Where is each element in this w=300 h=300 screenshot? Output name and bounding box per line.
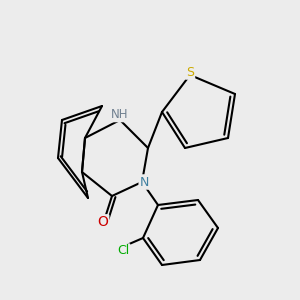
Text: S: S <box>186 65 194 79</box>
Text: O: O <box>97 215 108 230</box>
Text: Cl: Cl <box>117 244 129 257</box>
Text: NH: NH <box>111 108 129 121</box>
Text: N: N <box>140 176 149 188</box>
